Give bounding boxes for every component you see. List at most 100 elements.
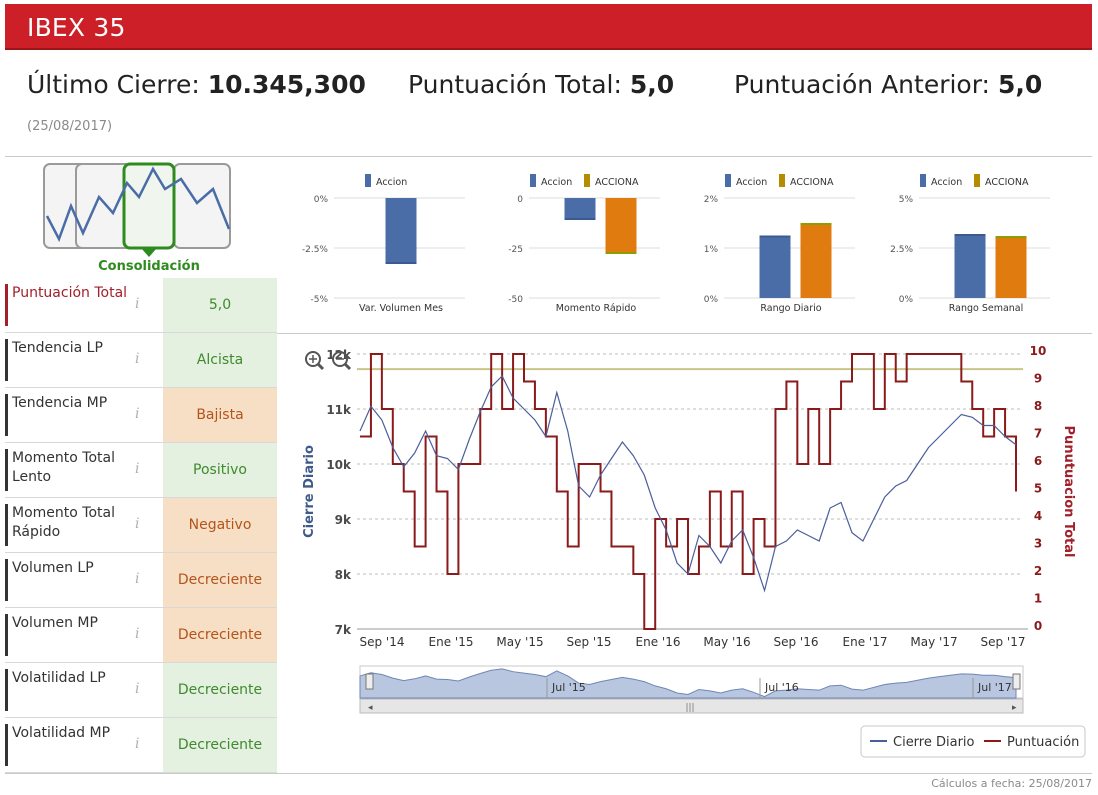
indicator-row: Momento Total Lento i Positivo bbox=[5, 443, 277, 498]
y-tick-label: 8k bbox=[335, 568, 352, 582]
tick-label: -50 bbox=[508, 295, 523, 305]
legend-swatch bbox=[365, 174, 371, 187]
indicator-row: Tendencia MP i Bajista bbox=[5, 388, 277, 443]
x-category-label: Rango Diario bbox=[760, 303, 821, 314]
tick-label: 1% bbox=[704, 245, 719, 255]
legend-label: Accion bbox=[736, 177, 767, 188]
indicator-row: Volumen LP i Decreciente bbox=[5, 553, 277, 608]
indicator-row: Puntuación Total i 5,0 bbox=[5, 278, 277, 333]
y2-tick-label: 8 bbox=[1034, 399, 1042, 413]
y-tick-label: 9k bbox=[335, 513, 352, 527]
info-icon[interactable]: i bbox=[135, 571, 140, 587]
bar-edge bbox=[605, 252, 637, 254]
indicator-label: Volumen LP bbox=[5, 559, 135, 601]
zoom-out-handle bbox=[343, 362, 352, 371]
info-icon[interactable]: i bbox=[135, 296, 140, 312]
zoom-in-lens bbox=[305, 351, 321, 367]
x-tick-label: May '17 bbox=[910, 635, 957, 649]
tick-label: 2% bbox=[704, 195, 719, 205]
tick-label: 0% bbox=[704, 295, 719, 305]
title-bar: IBEX 35 bbox=[5, 4, 1092, 50]
divider bbox=[5, 773, 1092, 774]
page-title: IBEX 35 bbox=[27, 13, 126, 42]
info-icon[interactable]: i bbox=[135, 516, 140, 532]
previous-score-value: 5,0 bbox=[997, 70, 1043, 99]
tick-label: 0 bbox=[517, 195, 523, 205]
tick-label: -2.5% bbox=[302, 245, 329, 255]
indicator-value: Alcista bbox=[163, 333, 277, 387]
info-icon[interactable]: i bbox=[135, 736, 140, 752]
x-tick-label: Ene '17 bbox=[843, 635, 888, 649]
info-icon[interactable]: i bbox=[135, 406, 140, 422]
bar bbox=[605, 198, 637, 254]
bar bbox=[385, 198, 417, 264]
indicator-value: Decreciente bbox=[163, 608, 277, 662]
x-tick-label: Sep '16 bbox=[774, 635, 819, 649]
navigator-handle-left[interactable] bbox=[365, 673, 374, 690]
indicator-row: Tendencia LP i Alcista bbox=[5, 333, 277, 388]
indicator-value: Bajista bbox=[163, 388, 277, 442]
y2-tick-label: 7 bbox=[1034, 427, 1042, 441]
legend-box bbox=[860, 725, 1086, 758]
indicator-value: Positivo bbox=[163, 443, 277, 497]
scroll-grip-icon: ||| bbox=[685, 703, 694, 713]
consolidation-pattern-icon: Consolidación bbox=[43, 162, 231, 273]
legend-label: Cierre Diario bbox=[893, 735, 975, 750]
info-icon[interactable]: i bbox=[135, 626, 140, 642]
bar-edge bbox=[759, 235, 791, 238]
tick-label: 2.5% bbox=[890, 245, 913, 255]
y-tick-label: 7k bbox=[335, 623, 352, 637]
info-icon[interactable]: i bbox=[135, 351, 140, 367]
close-date: (25/08/2017) bbox=[27, 119, 113, 134]
navigator-scrollbar[interactable] bbox=[359, 698, 1024, 714]
bar bbox=[954, 234, 986, 298]
previous-score-label: Puntuación Anterior: bbox=[734, 70, 990, 99]
indicator-label: Momento Total Lento bbox=[5, 449, 135, 491]
indicator-label: Tendencia MP bbox=[5, 394, 135, 436]
navigator-handle-right[interactable] bbox=[1012, 673, 1021, 690]
info-icon[interactable]: i bbox=[135, 681, 140, 697]
tick-label: 0% bbox=[314, 195, 329, 205]
indicator-value: Decreciente bbox=[163, 553, 277, 607]
score-series-line bbox=[360, 353, 1017, 630]
indicator-label: Volatilidad LP bbox=[5, 669, 135, 711]
divider bbox=[5, 156, 1092, 157]
zoom-in-icon[interactable] bbox=[305, 351, 325, 371]
tick-label: -25 bbox=[508, 245, 523, 255]
y-axis-title: Cierre Diario bbox=[302, 445, 317, 538]
y2-tick-label: 2 bbox=[1034, 564, 1042, 578]
y-tick-label: 12k bbox=[326, 348, 352, 362]
legend-label: Puntuación bbox=[1007, 735, 1079, 750]
legend-swatch bbox=[530, 174, 536, 187]
bar-edge bbox=[564, 218, 596, 220]
x-tick-label: May '16 bbox=[703, 635, 750, 649]
y2-tick-label: 3 bbox=[1034, 537, 1042, 551]
zoom-in-plus bbox=[309, 355, 317, 363]
legend-label: ACCIONA bbox=[985, 177, 1029, 188]
last-close-value: 10.345,300 bbox=[207, 70, 366, 99]
y2-tick-label: 10 bbox=[1030, 344, 1047, 358]
bar bbox=[800, 223, 832, 298]
y2-tick-label: 9 bbox=[1034, 372, 1042, 386]
navigator-tick-label: Jul '16 bbox=[764, 681, 799, 694]
indicator-row: Volatilidad LP i Decreciente bbox=[5, 663, 277, 718]
total-score: Puntuación Total: 5,0 bbox=[408, 70, 674, 99]
navigator-tick-label: Jul '15 bbox=[551, 681, 586, 694]
legend-swatch bbox=[920, 174, 926, 187]
last-close: Último Cierre: 10.345,300 bbox=[27, 70, 366, 99]
x-tick-label: Sep '15 bbox=[567, 635, 612, 649]
previous-score: Puntuación Anterior: 5,0 bbox=[734, 70, 1042, 99]
x-tick-label: Ene '16 bbox=[636, 635, 681, 649]
x-category-label: Rango Semanal bbox=[949, 303, 1024, 314]
last-close-label: Último Cierre: bbox=[27, 70, 200, 99]
x-tick-label: Sep '14 bbox=[360, 635, 405, 649]
navigator-area bbox=[359, 668, 1017, 699]
tick-label: -5% bbox=[310, 295, 328, 305]
total-score-label: Puntuación Total: bbox=[408, 70, 622, 99]
bar-edge bbox=[954, 234, 986, 236]
zoom-out-lens bbox=[332, 351, 348, 367]
zoom-out-icon[interactable] bbox=[332, 351, 352, 371]
indicator-label: Puntuación Total bbox=[5, 284, 135, 326]
info-icon[interactable]: i bbox=[135, 461, 140, 477]
indicator-value: 5,0 bbox=[163, 278, 277, 332]
